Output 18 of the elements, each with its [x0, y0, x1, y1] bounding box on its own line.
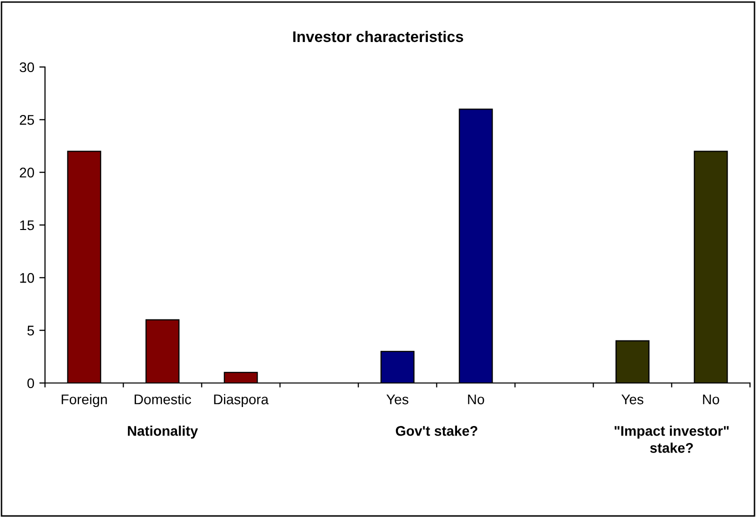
y-tick-label: 15	[20, 220, 34, 230]
x-tick-label: No	[468, 394, 484, 404]
text: "Impact investor" stake?	[614, 426, 729, 453]
x-tick-label: Domestic	[134, 394, 192, 404]
x-tick-label: No	[703, 394, 720, 404]
y-tick-label: 0	[27, 378, 34, 388]
text: Gov't stake?	[396, 426, 478, 436]
y-tick-label: 20	[20, 168, 34, 178]
x-tick-label: Foreign	[62, 394, 107, 408]
chart-title: Investor characteristics	[293, 30, 464, 42]
x-tick-label: Diaspora	[214, 394, 269, 408]
text: Nationality	[128, 426, 198, 439]
y-tick-label: 25	[20, 115, 34, 125]
y-tick-label: 30	[20, 62, 34, 72]
x-tick-label: Yes	[386, 394, 408, 404]
y-tick-label: 10	[20, 273, 34, 283]
x-tick-label: Yes	[621, 394, 644, 404]
y-tick-label: 5	[27, 326, 34, 336]
